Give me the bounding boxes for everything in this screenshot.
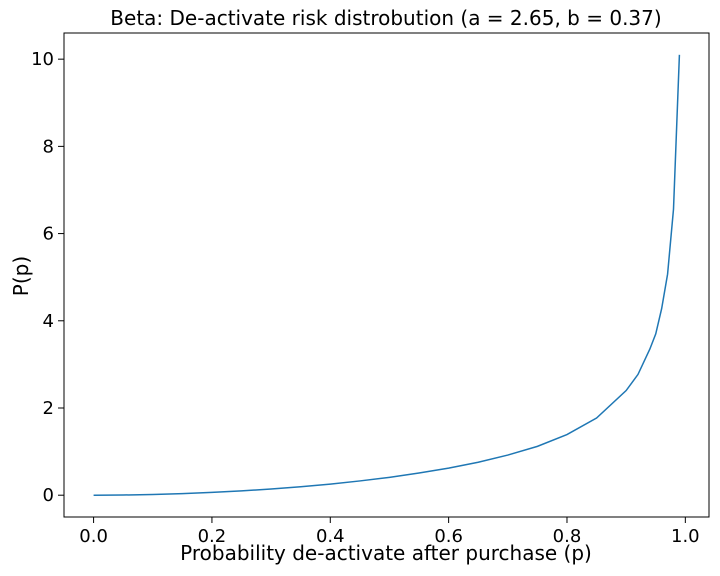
x-tick-label: 0.2 xyxy=(198,526,227,547)
y-tick-label: 0 xyxy=(43,485,54,506)
y-tick-label: 2 xyxy=(43,398,54,419)
y-axis-title: P(p) xyxy=(9,256,33,296)
plot-area xyxy=(63,32,710,518)
chart-title: Beta: De-activate risk distrobution (a =… xyxy=(110,6,661,30)
x-axis-ticks: 0.0 0.2 0.4 0.6 0.8 1.0 xyxy=(79,517,700,547)
y-tick-label: 4 xyxy=(43,311,54,332)
y-tick-label: 10 xyxy=(31,49,54,70)
x-tick-label: 0.4 xyxy=(316,526,345,547)
y-tick-label: 8 xyxy=(43,136,54,157)
x-axis-title: Probability de-activate after purchase (… xyxy=(180,541,592,565)
x-tick-label: 1.0 xyxy=(671,526,700,547)
x-tick-label: 0.6 xyxy=(434,526,463,547)
y-axis-ticks: 0 2 4 6 8 10 xyxy=(31,49,64,506)
x-tick-label: 0.0 xyxy=(79,526,108,547)
x-tick-label: 0.8 xyxy=(553,526,582,547)
series-line xyxy=(93,54,681,496)
y-tick-label: 6 xyxy=(43,224,54,245)
